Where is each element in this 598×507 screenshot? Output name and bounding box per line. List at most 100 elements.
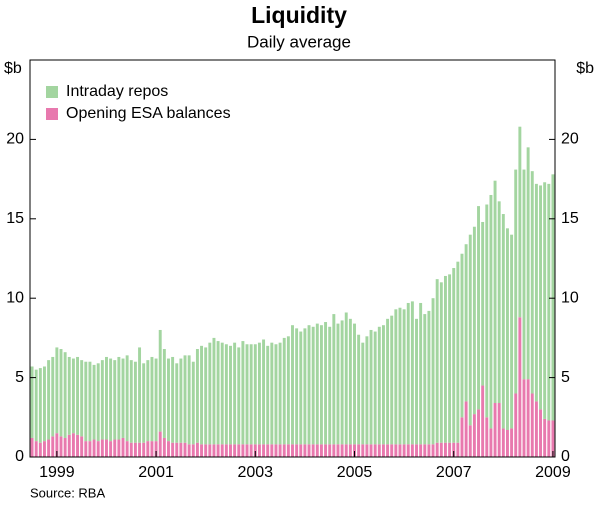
bar-segment	[142, 363, 146, 443]
bar-segment	[448, 274, 452, 443]
bar-segment	[34, 441, 38, 457]
bar-segment	[229, 444, 232, 457]
bar-segment	[270, 444, 274, 457]
bar-segment	[514, 393, 518, 457]
bar-segment	[353, 323, 356, 445]
bar-segment	[381, 444, 385, 457]
bar-segment	[30, 366, 34, 438]
bar-segment	[204, 444, 208, 457]
bar-segment	[472, 226, 476, 415]
bar-segment	[237, 444, 241, 457]
bar-segment	[76, 356, 80, 435]
bar-segment	[253, 344, 257, 445]
bar-segment	[477, 409, 480, 457]
bar-segment	[146, 441, 150, 457]
bar-segment	[299, 444, 303, 457]
bar-segment	[175, 363, 179, 443]
bar-segment	[415, 318, 418, 445]
bar-segment	[84, 441, 88, 457]
bar-segment	[435, 279, 439, 443]
bar-segment	[84, 361, 88, 442]
bar-segment	[357, 444, 361, 457]
bar-segment	[76, 434, 80, 457]
y2-tick-label: 0	[561, 448, 570, 465]
legend-swatch	[46, 86, 58, 98]
bar-segment	[539, 409, 542, 457]
bar-segment	[154, 358, 158, 442]
bar-segment	[175, 442, 179, 457]
bar-segment	[100, 439, 104, 457]
bar-segment	[489, 194, 493, 429]
bar-segment	[386, 444, 390, 457]
bar-segment	[47, 439, 51, 457]
bar-segment	[167, 441, 170, 457]
bar-segment	[324, 322, 328, 445]
bar-segment	[38, 368, 42, 443]
bar-segment	[233, 342, 237, 445]
bar-segment	[121, 358, 125, 438]
bar-segment	[361, 342, 365, 445]
chart-subtitle: Daily average	[247, 32, 351, 51]
legend-swatch	[46, 108, 58, 120]
bar-segment	[200, 345, 204, 445]
bar-segment	[505, 430, 509, 457]
bar-segment	[67, 434, 71, 457]
bar-segment	[146, 360, 150, 442]
bar-segment	[266, 444, 270, 457]
bar-segment	[208, 342, 212, 445]
bar-segment	[493, 180, 497, 404]
bar-segment	[377, 444, 381, 457]
bar-segment	[138, 347, 142, 443]
bar-segment	[286, 336, 290, 445]
bar-segment	[51, 436, 55, 457]
bar-segment	[63, 352, 67, 438]
bar-segment	[410, 444, 414, 457]
bar-segment	[534, 183, 538, 402]
bar-segment	[158, 431, 162, 457]
bar-segment	[373, 331, 377, 445]
bar-segment	[324, 444, 328, 457]
bar-segment	[452, 268, 456, 443]
bar-segment	[501, 428, 505, 457]
bar-segment	[377, 326, 381, 445]
bar-segment	[171, 356, 175, 443]
bar-segment	[365, 336, 369, 445]
bar-segment	[419, 302, 423, 445]
bar-segment	[497, 201, 501, 404]
bar-segment	[224, 444, 228, 457]
bar-segment	[460, 417, 464, 457]
bar-segment	[539, 185, 542, 410]
bar-segment	[187, 355, 191, 445]
x-tick-label: 1999	[39, 464, 75, 481]
bar-segment	[501, 214, 505, 429]
bar-segment	[208, 444, 212, 457]
bar-segment	[121, 437, 125, 457]
bar-segment	[266, 345, 270, 445]
y-tick-label: 20	[6, 131, 24, 148]
bar-segment	[410, 301, 414, 445]
bar-segment	[344, 444, 348, 457]
bar-segment	[278, 444, 282, 457]
bar-segment	[423, 314, 427, 445]
bar-segment	[295, 444, 299, 457]
bar-segment	[514, 169, 518, 394]
bar-segment	[262, 444, 266, 457]
bar-segment	[315, 444, 319, 457]
bar-segment	[191, 444, 195, 457]
bar-segment	[526, 379, 530, 457]
bar-segment	[63, 437, 67, 457]
bar-segment	[485, 417, 489, 457]
legend-label: Opening ESA balances	[66, 105, 231, 122]
bar-segment	[522, 379, 526, 457]
bar-segment	[398, 307, 402, 445]
bar-segment	[390, 444, 394, 457]
bar-segment	[361, 444, 365, 457]
bar-segment	[315, 323, 319, 445]
bar-segment	[237, 347, 241, 445]
bar-segment	[195, 442, 199, 457]
bar-segment	[92, 439, 96, 457]
bar-segment	[270, 342, 274, 445]
bar-segment	[125, 355, 129, 442]
plot-frame	[29, 59, 556, 458]
